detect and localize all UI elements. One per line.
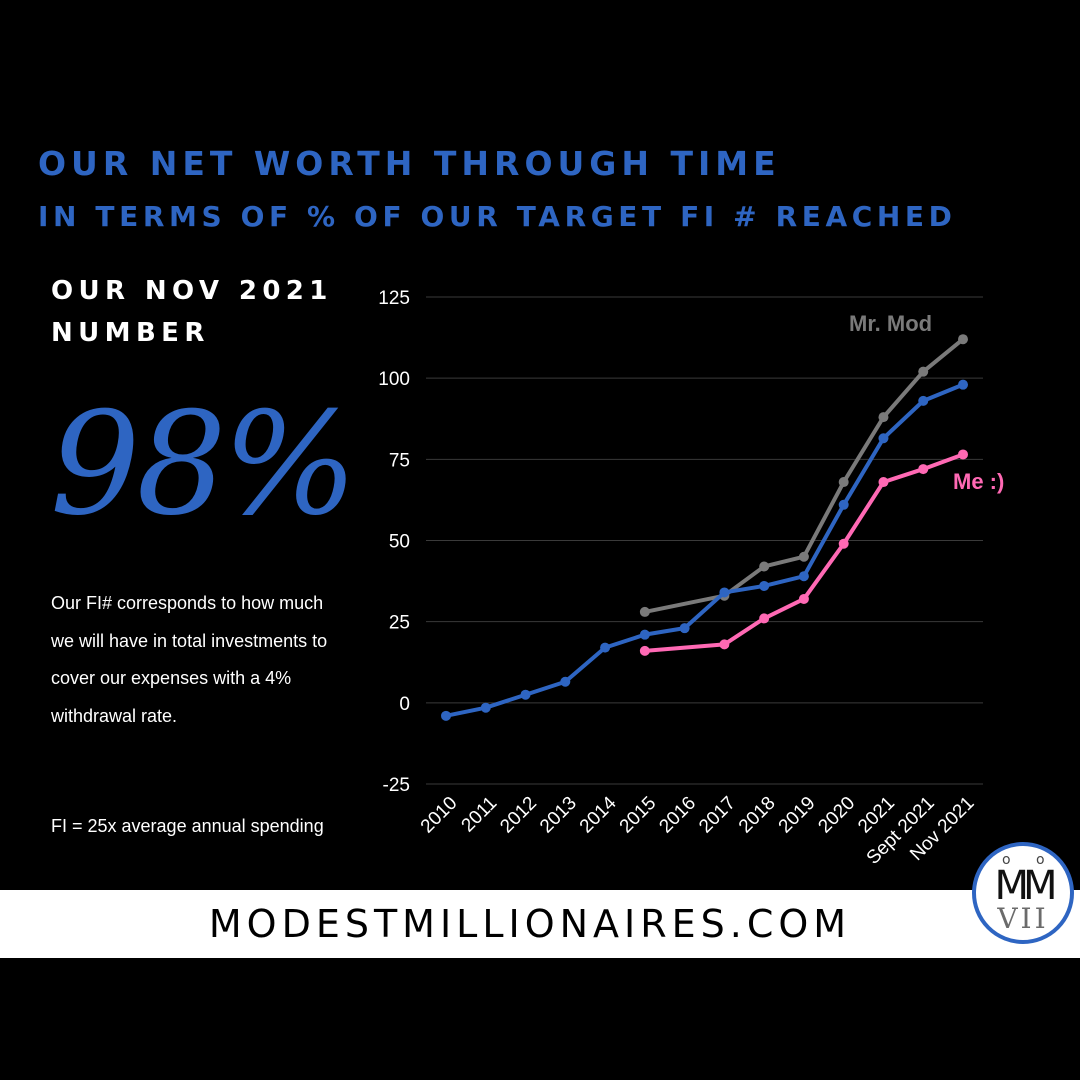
- data-point: [958, 334, 968, 345]
- x-tick-label: 2011: [458, 793, 502, 837]
- data-point: [639, 606, 650, 617]
- data-point: [759, 613, 770, 624]
- data-point: [560, 676, 571, 687]
- x-tick-label: 2013: [536, 793, 581, 838]
- y-tick-label: -25: [383, 775, 410, 796]
- data-point: [480, 702, 491, 713]
- logo-mark: o: [1036, 852, 1045, 868]
- logo-mark: o: [1002, 852, 1011, 868]
- data-point: [838, 499, 849, 510]
- x-tick-label: 2017: [695, 793, 740, 838]
- net-worth-line-chart: 125 100 75 50 25 0 -25 201020112012201320142015…: [378, 288, 1004, 869]
- x-tick-label: 2014: [576, 792, 621, 837]
- data-point: [838, 538, 849, 549]
- series-label: Mr. Mod: [849, 311, 932, 336]
- data-point: [719, 639, 730, 650]
- data-point: [679, 623, 690, 634]
- y-tick-label: 100: [378, 369, 410, 390]
- y-tick-label: 125: [378, 288, 410, 309]
- series-line: [644, 452, 964, 653]
- website-url-text: MODESTMILLIONAIRES.COM: [208, 902, 852, 946]
- data-point: [878, 477, 889, 488]
- logo-subtext: VII: [997, 902, 1049, 935]
- fi-definition: FI = 25x average annual spending: [51, 816, 324, 836]
- data-point: [798, 551, 809, 562]
- x-tick-label: 2018: [735, 793, 780, 838]
- data-point: [958, 379, 968, 390]
- data-point: [918, 395, 929, 406]
- current-percentage: 98%: [50, 382, 358, 547]
- current-number-heading: OUR NOV 2021 NUMBER: [51, 276, 333, 348]
- data-point: [759, 580, 770, 591]
- data-point: [838, 477, 849, 488]
- data-point: [520, 689, 531, 700]
- y-tick-label: 50: [389, 532, 410, 553]
- data-point: [639, 645, 650, 656]
- y-tick-label: 0: [399, 694, 410, 715]
- x-tick-label: 2020: [814, 793, 859, 838]
- data-point: [600, 642, 611, 653]
- series-line: [445, 382, 964, 718]
- x-tick-label: 2012: [496, 793, 541, 838]
- fi-explanation: Our FI# corresponds to how much we will …: [51, 593, 328, 726]
- y-tick-label: 75: [389, 450, 410, 471]
- data-point: [719, 587, 730, 598]
- data-point: [798, 593, 809, 604]
- y-tick-label: 25: [389, 613, 410, 634]
- data-point: [639, 629, 650, 640]
- data-point: [441, 710, 451, 721]
- series-label: Me :): [953, 469, 1004, 494]
- data-point: [759, 561, 770, 572]
- x-tick-label: 2019: [775, 793, 820, 838]
- data-point: [878, 412, 889, 423]
- x-tick-label: 2010: [417, 793, 462, 838]
- data-point: [958, 449, 968, 460]
- footer-band: [0, 890, 1080, 958]
- website-url[interactable]: MODESTMILLIONAIRES.COM: [0, 890, 1080, 958]
- data-point: [878, 433, 889, 444]
- logo-text: MM: [994, 863, 1057, 909]
- x-tick-label: 2016: [655, 793, 700, 838]
- chart-subtitle: IN TERMS OF % OF OUR TARGET FI # REACHED: [38, 200, 957, 233]
- x-tick-label: 2015: [616, 793, 661, 838]
- data-point: [798, 571, 809, 582]
- data-point: [918, 366, 929, 377]
- brand-logo: o o MM VII: [972, 842, 1074, 944]
- data-point: [918, 464, 929, 475]
- chart-title: OUR NET WORTH THROUGH TIME: [38, 144, 781, 183]
- series-line: [644, 337, 965, 614]
